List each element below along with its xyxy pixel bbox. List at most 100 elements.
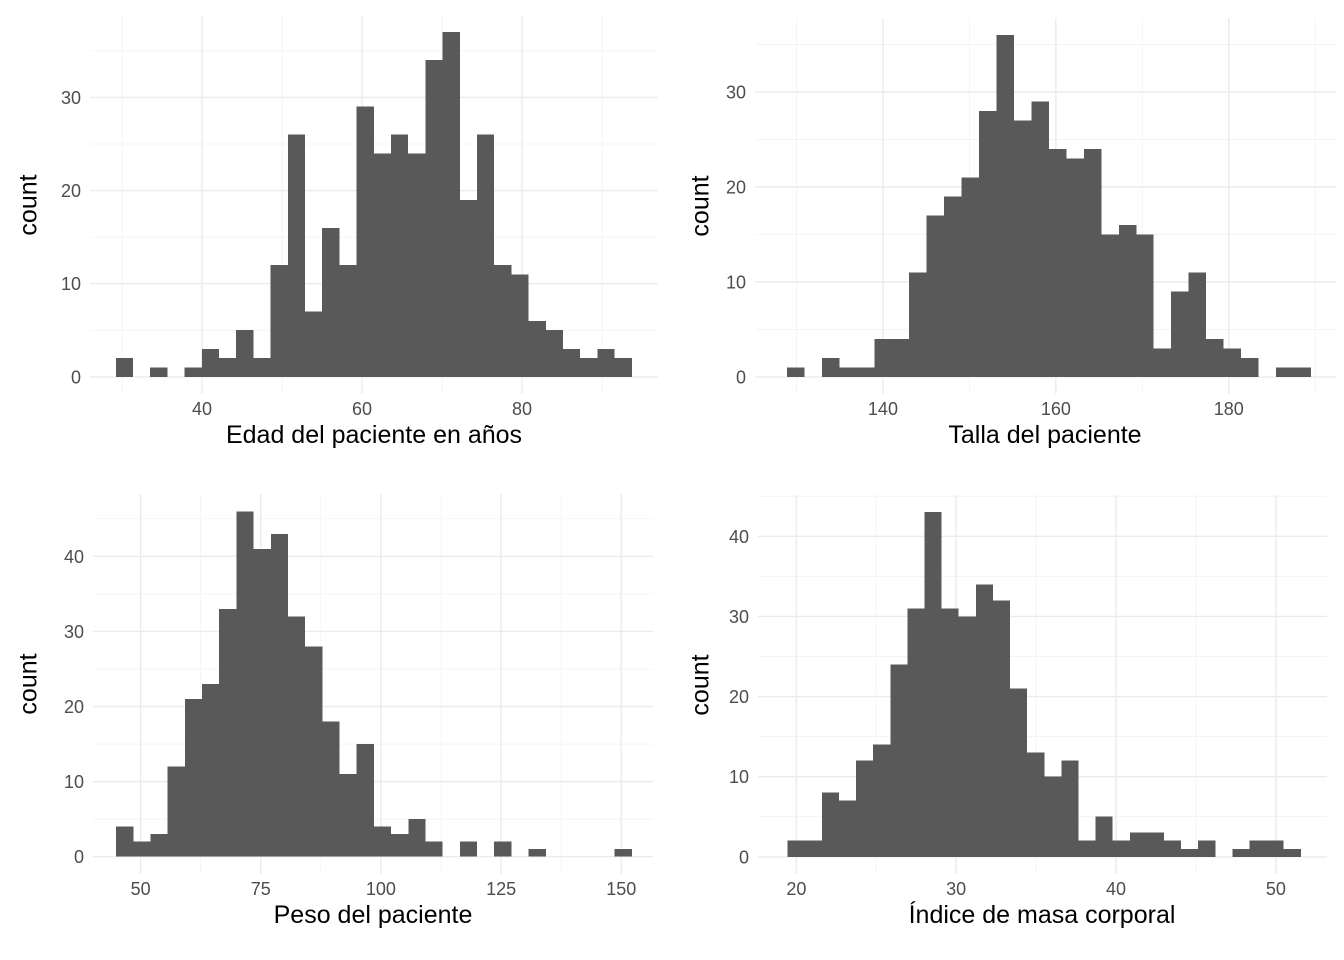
- histogram-bar: [425, 60, 443, 377]
- histogram-bar: [1129, 832, 1147, 857]
- x-axis-title-imc: Índice de masa corporal: [908, 901, 1176, 929]
- histogram-bar: [1171, 291, 1189, 377]
- histogram-bar: [184, 367, 202, 377]
- histogram-bar: [116, 826, 134, 857]
- histogram-bar: [373, 826, 392, 857]
- histogram-bar: [408, 153, 426, 377]
- histogram-bar: [941, 608, 959, 857]
- histogram-edad-canvas: 40 60 80 0 10 20 30: [61, 15, 658, 419]
- panel-talla: 140 160 180 0 10 20 30 Talla del paciente coun…: [672, 0, 1344, 480]
- histogram-bar: [1181, 848, 1199, 857]
- x-tick-label: 160: [1041, 399, 1071, 419]
- histogram-bar: [339, 265, 357, 377]
- histogram-bar: [339, 774, 357, 857]
- histogram-bar: [1136, 234, 1154, 377]
- y-tick-label: 0: [736, 367, 746, 387]
- histogram-bar: [856, 367, 875, 377]
- x-tick-label: 50: [1266, 879, 1286, 899]
- histogram-bar: [477, 134, 495, 377]
- histogram-bar: [253, 548, 271, 857]
- y-tick-label: 40: [64, 547, 84, 567]
- y-tick-label: 10: [64, 772, 84, 792]
- y-tick-label: 20: [64, 697, 84, 717]
- histogram-bar: [236, 511, 254, 857]
- histogram-bar: [890, 664, 908, 857]
- histogram-bar: [874, 338, 892, 377]
- histogram-bar: [891, 338, 910, 377]
- histogram-bar: [1241, 357, 1259, 377]
- y-tick-label: 10: [61, 274, 81, 294]
- x-axis-title-talla: Talla del paciente: [948, 421, 1142, 449]
- histogram-bar: [1044, 776, 1062, 857]
- histogram-bar: [1153, 348, 1172, 377]
- y-tick-label: 0: [71, 367, 81, 387]
- histogram-bar: [305, 646, 323, 857]
- histogram-bar: [1146, 832, 1164, 857]
- histogram-bar: [614, 358, 632, 377]
- histogram-bar: [1283, 848, 1301, 857]
- histogram-bar: [1010, 688, 1028, 857]
- histogram-bar: [133, 841, 151, 857]
- histogram-bar: [1249, 840, 1267, 857]
- histogram-bar: [909, 272, 927, 377]
- y-tick-label: 20: [726, 178, 746, 198]
- x-tick-label: 60: [352, 399, 372, 419]
- histogram-peso-canvas: 50 75 100 125 150 0 10 20 30 40: [64, 494, 653, 899]
- histogram-bar: [219, 608, 237, 857]
- histogram-bar: [1048, 149, 1067, 377]
- histogram-bar: [425, 841, 443, 857]
- x-tick-label: 140: [868, 399, 898, 419]
- histogram-bar: [356, 106, 374, 377]
- histogram-bar: [821, 792, 840, 857]
- histogram-bar: [1163, 840, 1182, 857]
- x-tick-label: 20: [786, 879, 806, 899]
- histogram-bar: [1232, 848, 1250, 857]
- x-tick-label: 150: [606, 879, 636, 899]
- histogram-bar: [287, 134, 306, 377]
- x-tick-label: 30: [946, 879, 966, 899]
- histogram-bar: [322, 227, 340, 377]
- x-axis-title-peso: Peso del paciente: [273, 901, 473, 929]
- histogram-bar: [924, 512, 942, 857]
- y-axis-title-imc: count: [686, 654, 715, 716]
- histogram-bar: [563, 348, 581, 377]
- histogram-bar: [944, 196, 962, 377]
- x-tick-label: 80: [512, 399, 532, 419]
- histogram-bar: [528, 320, 546, 377]
- histogram-bar: [1275, 367, 1294, 377]
- histogram-bar: [1031, 101, 1049, 377]
- histogram-bar: [201, 348, 220, 377]
- histogram-bar: [545, 330, 564, 377]
- histogram-bar: [305, 311, 323, 377]
- histogram-bar: [219, 358, 237, 377]
- histogram-bar: [1198, 840, 1216, 857]
- histogram-bar: [511, 274, 529, 377]
- x-tick-label: 40: [1106, 879, 1126, 899]
- histogram-bar: [167, 766, 185, 857]
- histogram-bar: [1206, 338, 1224, 377]
- histogram-bar: [975, 584, 993, 857]
- histogram-bar: [150, 367, 168, 377]
- histogram-bar: [992, 600, 1011, 857]
- histogram-talla-canvas: 140 160 180 0 10 20 30: [726, 18, 1336, 419]
- y-tick-label: 0: [74, 847, 84, 867]
- histogram-bar: [787, 840, 805, 857]
- panel-peso: 50 75 100 125 150 0 10 20 30 40 Peso del paciente…: [0, 480, 672, 960]
- histogram-bar: [356, 744, 374, 857]
- y-tick-label: 20: [61, 181, 81, 201]
- histogram-bar: [1014, 120, 1032, 377]
- histogram-bar: [1095, 816, 1113, 857]
- histogram-bar: [391, 134, 409, 377]
- histogram-bar: [408, 819, 426, 857]
- x-tick-label: 180: [1214, 399, 1244, 419]
- histogram-bar: [184, 699, 203, 857]
- y-tick-label: 30: [64, 622, 84, 642]
- x-axis-title-edad: Edad del paciente en años: [225, 421, 523, 449]
- panel-edad: 40 60 80 0 10 20 30 Edad del paciente en años …: [0, 0, 672, 480]
- histogram-bar: [270, 533, 288, 857]
- histogram-bar: [580, 358, 598, 377]
- histogram-bar: [961, 177, 980, 377]
- histogram-bar: [839, 367, 857, 377]
- y-tick-label: 10: [726, 272, 746, 292]
- histogram-bar: [459, 199, 478, 377]
